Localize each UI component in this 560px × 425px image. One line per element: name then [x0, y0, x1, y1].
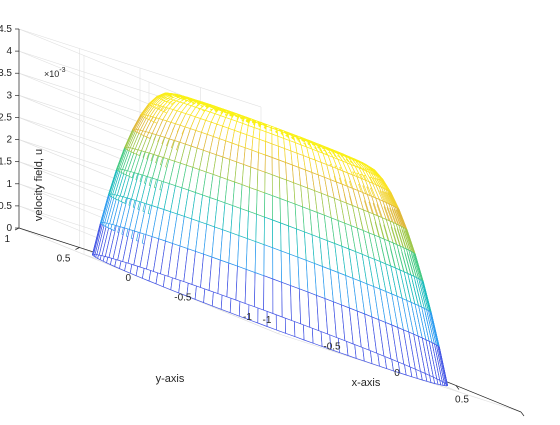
z-tick-label: 0.5: [0, 201, 12, 212]
x-tick-label: -1: [263, 315, 272, 326]
z-tick-label: 3: [6, 90, 12, 101]
surface-mesh-cell: [257, 190, 265, 217]
z-tick-label: 4: [6, 46, 12, 57]
surface-mesh-cell: [241, 185, 250, 212]
y-tick-label: 0: [125, 273, 131, 284]
surface-mesh-cell: [265, 172, 273, 196]
surface-mesh-cell: [272, 158, 279, 178]
x-axis-label: x-axis: [352, 377, 381, 389]
z-exponent-label: ×10-3: [44, 67, 66, 79]
y-tick-mark: [76, 248, 80, 250]
surface-mesh-cell: [265, 155, 272, 175]
x-tick-label: 0.5: [455, 395, 469, 406]
z-tick-label: 0: [6, 223, 12, 234]
y-tick-label: -1: [243, 312, 252, 323]
surface-mesh-cell: [252, 137, 259, 153]
y-axis-label: y-axis: [156, 373, 185, 385]
surface-mesh-cell: [265, 193, 273, 220]
surface-mesh-cell: [272, 196, 280, 223]
surface-mesh-cell: [239, 208, 249, 238]
surface-mesh-cell: [250, 167, 258, 190]
y-tick-label: 0.5: [57, 254, 71, 265]
surface-mesh-cell: [273, 220, 282, 251]
surface-mesh-cell: [251, 150, 259, 170]
z-exponent-power: -3: [59, 67, 65, 74]
x-tick-label: 0: [394, 368, 400, 379]
surface-mesh-cell: [256, 214, 265, 245]
z-tick-label: 4.5: [0, 24, 12, 35]
z-tick-label: 2: [6, 135, 12, 146]
z-tick-label: 2.5: [0, 112, 12, 123]
surface-mesh-cell: [264, 276, 273, 314]
z-exponent-base: ×10: [44, 69, 59, 79]
surface-mesh-cell: [281, 251, 290, 286]
surface-mesh-cell: [254, 273, 264, 311]
surface-mesh-cell: [246, 239, 256, 273]
surface-mesh-cell: [245, 269, 255, 306]
surface-mesh-cell: [249, 187, 258, 214]
surface-mesh-cell: [281, 223, 290, 254]
z-tick-label: 1: [6, 179, 12, 190]
surface-mesh-cell: [255, 242, 264, 276]
x-tick-mark: [521, 412, 524, 416]
surface-mesh-cell: [282, 282, 292, 320]
y-tick-label: -0.5: [174, 293, 192, 304]
surface-mesh-cell: [247, 211, 256, 241]
surface-mesh-cell: [258, 153, 266, 173]
surface-mesh-cell: [238, 236, 248, 270]
surface-mesh-cell: [273, 248, 282, 282]
surface-mesh-cell: [236, 266, 246, 303]
z-tick-label: 3.5: [0, 68, 12, 79]
surface-mesh-cell: [264, 217, 273, 248]
z-axis-label: velocity field, u: [33, 149, 45, 221]
z-tick-label: 1.5: [0, 157, 12, 168]
y-tick-label: 1: [4, 234, 10, 245]
surface-mesh: [92, 93, 447, 386]
surface-mesh-cell: [272, 175, 280, 199]
surface-mesh-cell: [264, 245, 273, 279]
surface-mesh-cell: [257, 170, 265, 193]
surface-mesh-cell: [259, 139, 266, 155]
x-tick-label: -0.5: [323, 342, 341, 353]
surface-mesh-cell: [273, 279, 282, 317]
